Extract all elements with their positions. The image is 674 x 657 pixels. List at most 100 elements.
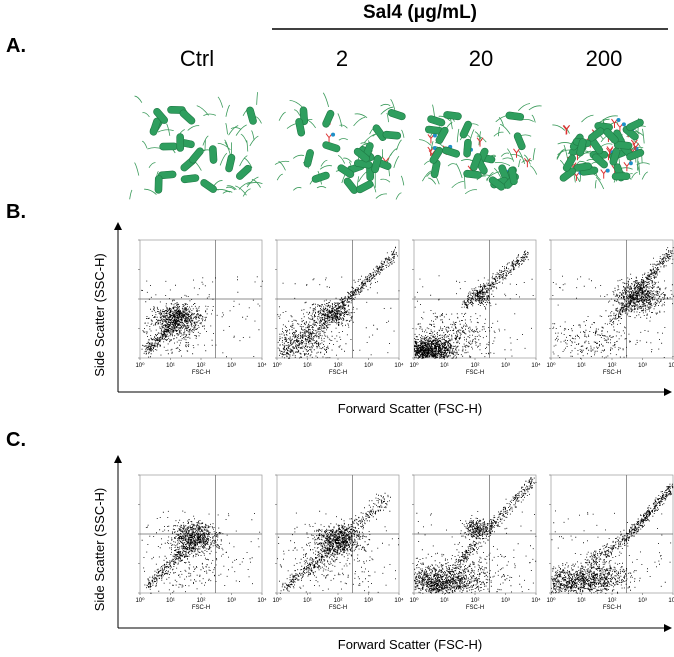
fimbria — [419, 140, 431, 146]
fimbria — [500, 124, 510, 134]
fimbria — [290, 100, 303, 107]
x-axis-label: Forward Scatter (FSC-H) — [338, 637, 482, 652]
fimbria — [135, 163, 139, 176]
event-dots — [414, 477, 536, 594]
y-axis-label: Side Scatter (SSC-H) — [92, 253, 107, 377]
antibody — [477, 138, 483, 147]
arrow-head — [664, 624, 672, 632]
fimbria — [218, 97, 223, 108]
fimbria — [465, 190, 477, 194]
x-tick-label: 10³ — [501, 598, 510, 604]
bacterium — [303, 149, 314, 168]
fimbria — [502, 158, 512, 160]
fimbria — [519, 159, 521, 167]
x-tick-label: 10² — [608, 363, 617, 369]
bacterium — [513, 132, 526, 151]
fimbria — [452, 181, 464, 187]
x-tick-label: 10² — [197, 363, 206, 369]
event-dots — [142, 511, 260, 594]
x-tick-label: 10³ — [501, 363, 510, 369]
bacterium — [177, 133, 184, 151]
fimbria — [240, 156, 248, 166]
fimbria — [376, 194, 387, 199]
fimbria — [257, 92, 258, 105]
fimbria — [293, 187, 301, 190]
fimbria — [241, 134, 247, 142]
fimbria — [595, 180, 596, 188]
event-dots — [552, 247, 674, 359]
arrow-head — [664, 388, 672, 396]
fimbria — [558, 142, 572, 144]
fimbria — [380, 179, 390, 182]
bacterium — [225, 154, 236, 173]
x-tick-label: 10¹ — [440, 363, 449, 369]
fimbria — [320, 166, 332, 170]
x-tick-label: 10¹ — [303, 598, 312, 604]
fimbria — [533, 148, 535, 160]
fimbria — [279, 112, 286, 121]
antibody — [513, 149, 519, 158]
plot-x-label: FSC-H — [192, 605, 210, 611]
fimbria — [529, 106, 542, 110]
fimbria — [220, 153, 227, 165]
plot-x-label: FSC-H — [466, 605, 484, 611]
fimbria — [321, 160, 327, 166]
fimbria — [518, 103, 530, 110]
x-tick-label: 10⁰ — [409, 597, 419, 604]
fimbria — [323, 93, 328, 107]
bacterium — [246, 106, 258, 125]
x-tick-label: 10¹ — [440, 598, 449, 604]
antigen — [622, 122, 626, 126]
event-dots — [141, 276, 263, 357]
fimbria — [642, 129, 644, 144]
x-tick-label: 10⁰ — [272, 597, 282, 604]
fimbria — [456, 163, 462, 177]
x-tick-label: 10¹ — [577, 363, 586, 369]
fimbria — [252, 131, 255, 141]
fimbria — [317, 186, 326, 188]
event-dots — [551, 484, 673, 594]
fimbria — [642, 172, 648, 180]
arrow-head — [114, 222, 122, 230]
antigen — [331, 133, 335, 137]
x-tick-label: 10⁴ — [668, 597, 674, 604]
fimbria — [188, 126, 199, 131]
event-dots — [277, 493, 399, 594]
panel-label: B. — [6, 201, 26, 223]
plot-x-label: FSC-H — [603, 605, 621, 611]
bacterium — [383, 131, 402, 140]
bacterium — [463, 170, 482, 179]
fimbria — [226, 105, 230, 117]
fimbria — [149, 163, 155, 168]
plot-x-label: FSC-H — [329, 605, 347, 611]
fimbria — [338, 155, 345, 163]
bacterium — [321, 109, 335, 128]
fimbria — [428, 178, 436, 184]
x-tick-label: 10³ — [227, 363, 236, 369]
bacterium — [235, 164, 253, 181]
fimbria — [343, 158, 351, 162]
bacteria-illustrations — [130, 92, 650, 199]
x-tick-label: 10³ — [364, 598, 373, 604]
bacterium — [387, 108, 406, 120]
fimbria — [381, 104, 391, 106]
x-tick-label: 10⁴ — [394, 362, 404, 369]
fimbria — [294, 110, 300, 116]
x-tick-label: 10⁰ — [272, 362, 282, 369]
x-tick-label: 10⁰ — [135, 597, 145, 604]
plot-x-label: FSC-H — [329, 370, 347, 376]
fimbria — [247, 140, 248, 151]
bacterium — [178, 108, 196, 125]
plot-x-label: FSC-H — [466, 370, 484, 376]
column-label: 20 — [469, 46, 493, 71]
group-label: Sal4 (μg/mL) — [363, 2, 477, 23]
x-tick-label: 10² — [334, 363, 343, 369]
fimbria — [396, 193, 401, 200]
fimbria — [277, 174, 283, 180]
fimbria — [158, 130, 174, 132]
fimbria — [144, 189, 156, 194]
